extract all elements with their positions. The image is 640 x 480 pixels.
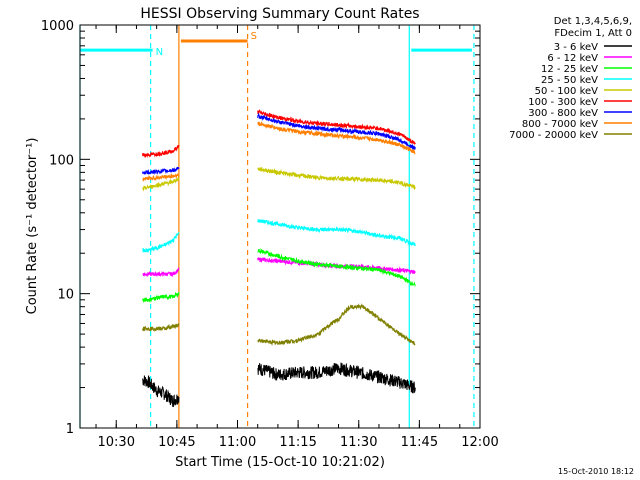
legend-label: 3 - 6 keV: [554, 42, 598, 53]
series-line: [257, 248, 416, 287]
series-line: [257, 303, 416, 347]
plot-frame: [79, 24, 481, 429]
series-line: [257, 108, 416, 146]
series-line: [257, 219, 416, 247]
legend-label: 7000 - 20000 keV: [509, 130, 598, 141]
y-tick-label: 10: [57, 288, 74, 303]
y-axis-label: Count Rate (s⁻¹ detector⁻¹): [25, 138, 40, 315]
series-line: [257, 120, 416, 156]
legend: Det 1,3,4,5,6,9,FDecim 1, Att 0 3 - 6 keV…: [509, 16, 632, 141]
series-line: [142, 323, 180, 332]
x-tick-label: 10:45: [158, 435, 195, 450]
series-line: [142, 166, 180, 175]
series-line: [142, 266, 180, 278]
series-line: [257, 166, 416, 191]
series-line: [142, 231, 180, 254]
footer-timestamp: 15-Oct-2010 18:12: [558, 467, 634, 476]
x-axis-label: Start Time (15-Oct-10 10:21:02): [175, 455, 385, 470]
series-line: [257, 362, 416, 394]
legend-label: 100 - 300 keV: [528, 97, 598, 108]
plot-area: NS: [79, 25, 475, 428]
legend-label: 300 - 800 keV: [528, 108, 598, 119]
axis-ticks: 10:30 10:45 11:00 11:15 11:30 11:45 12:00 1 10 10…: [41, 19, 499, 450]
legend-label: 800 - 7000 keV: [522, 119, 598, 130]
legend-header: Det 1,3,4,5,6,9,: [554, 16, 632, 27]
series-line: [142, 374, 180, 407]
series-line: [142, 173, 180, 182]
x-tick-label: 11:30: [340, 435, 377, 450]
legend-label: 50 - 100 keV: [535, 86, 599, 97]
legend-label: 6 - 12 keV: [547, 53, 598, 64]
saa-bar-label: S: [251, 31, 257, 42]
x-tick-label: 11:15: [279, 435, 316, 450]
x-tick-label: 10:30: [98, 435, 135, 450]
legend-label: 12 - 25 keV: [541, 64, 598, 75]
x-tick-label: 12:00: [461, 435, 498, 450]
legend-header: FDecim 1, Att 0: [554, 28, 632, 39]
chart-title: HESSI Observing Summary Count Rates: [140, 6, 419, 22]
series-line: [142, 144, 180, 159]
y-tick-label: 100: [49, 153, 74, 168]
series-line: [257, 112, 416, 151]
night-bar-label: N: [156, 47, 163, 58]
legend-label: 25 - 50 keV: [541, 75, 598, 86]
y-tick-label: 1: [66, 422, 74, 437]
y-tick-label: 1000: [41, 19, 74, 34]
x-tick-label: 11:00: [219, 435, 256, 450]
series-line: [142, 291, 180, 304]
series-line: [142, 176, 180, 192]
x-tick-label: 11:45: [401, 435, 438, 450]
